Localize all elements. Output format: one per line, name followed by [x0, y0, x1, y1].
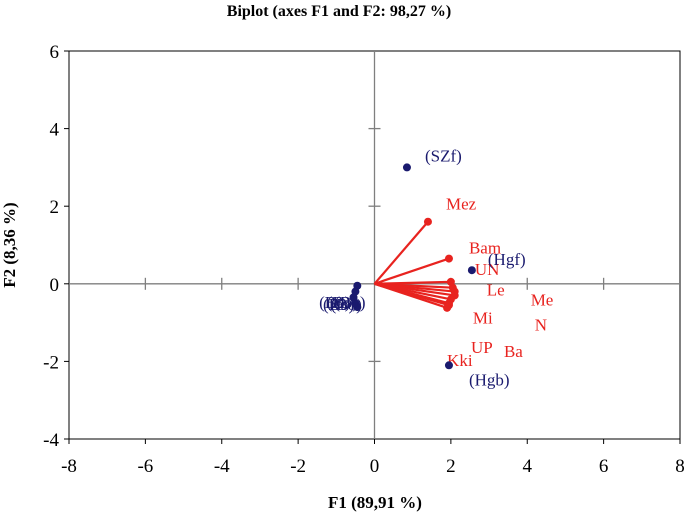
variable-label: UN [475, 260, 500, 279]
observation-point [402, 163, 411, 172]
variable-point [443, 303, 452, 312]
x-tick-label: 0 [370, 456, 380, 477]
observation-point [444, 361, 453, 370]
x-tick-label: -4 [214, 456, 230, 477]
variable-label: Kki [447, 351, 473, 370]
variable-point [423, 217, 432, 226]
x-tick-label: 2 [446, 456, 456, 477]
observation-point [467, 266, 476, 275]
cluster-label: (Bo) [327, 293, 358, 312]
zero-axes [64, 50, 681, 444]
y-tick-label: 2 [50, 197, 60, 218]
y-tick-label: -2 [43, 352, 59, 373]
variable-label: Ba [504, 342, 523, 361]
x-tick-label: -6 [137, 456, 153, 477]
x-tick-label: 4 [523, 456, 533, 477]
y-tick-label: 6 [50, 42, 60, 63]
variable-vector [374, 282, 448, 309]
x-tick-label: -2 [290, 456, 306, 477]
variable-label: Mi [473, 308, 493, 327]
variable-label: N [535, 315, 547, 334]
x-tick-label: 8 [675, 456, 685, 477]
cluster-label: (Bo) [331, 295, 362, 314]
y-tick-label: 4 [50, 120, 60, 141]
variable-vector [373, 221, 429, 285]
observation-label: (SZf) [425, 146, 462, 165]
cluster-label: (Bo) [323, 295, 354, 314]
variable-label: Le [487, 281, 505, 300]
variable-vector [374, 257, 450, 285]
cluster-label: (Bo) [319, 293, 350, 312]
y-tick-label: -4 [43, 430, 59, 451]
variable-label: Bam [469, 239, 501, 258]
y-axis-title: F2 (8,36 %) [0, 202, 19, 287]
x-axis-title: F1 (89,91 %) [328, 493, 422, 512]
x-tick-label: -8 [61, 456, 77, 477]
variable-label: UP [471, 338, 493, 357]
observation-points: (SZf)(Hgf)(Hgb)(Bo)(Bo)(Bo)(Bo)(Bo) [319, 146, 526, 389]
tick-labels: -8 -6 -4 -2 0 2 4 6 8 -4 -2 0 2 4 6 [43, 42, 685, 477]
chart-title: Biplot (axes F1 and F2: 98,27 %) [227, 3, 451, 20]
observation-point [353, 303, 362, 312]
variable-label: Me [531, 291, 554, 310]
observation-label: (Hgf) [488, 250, 526, 269]
x-tick-label: 6 [599, 456, 609, 477]
observation-label: (Hgb) [469, 370, 510, 389]
y-tick-label: 0 [50, 275, 60, 296]
variable-point [444, 254, 453, 263]
variable-label: Mez [446, 195, 477, 214]
variable-vectors: Mez Bam UN Le Me N Mi UP Ba Kki [373, 195, 554, 370]
cluster-label: (Bo) [334, 293, 365, 312]
